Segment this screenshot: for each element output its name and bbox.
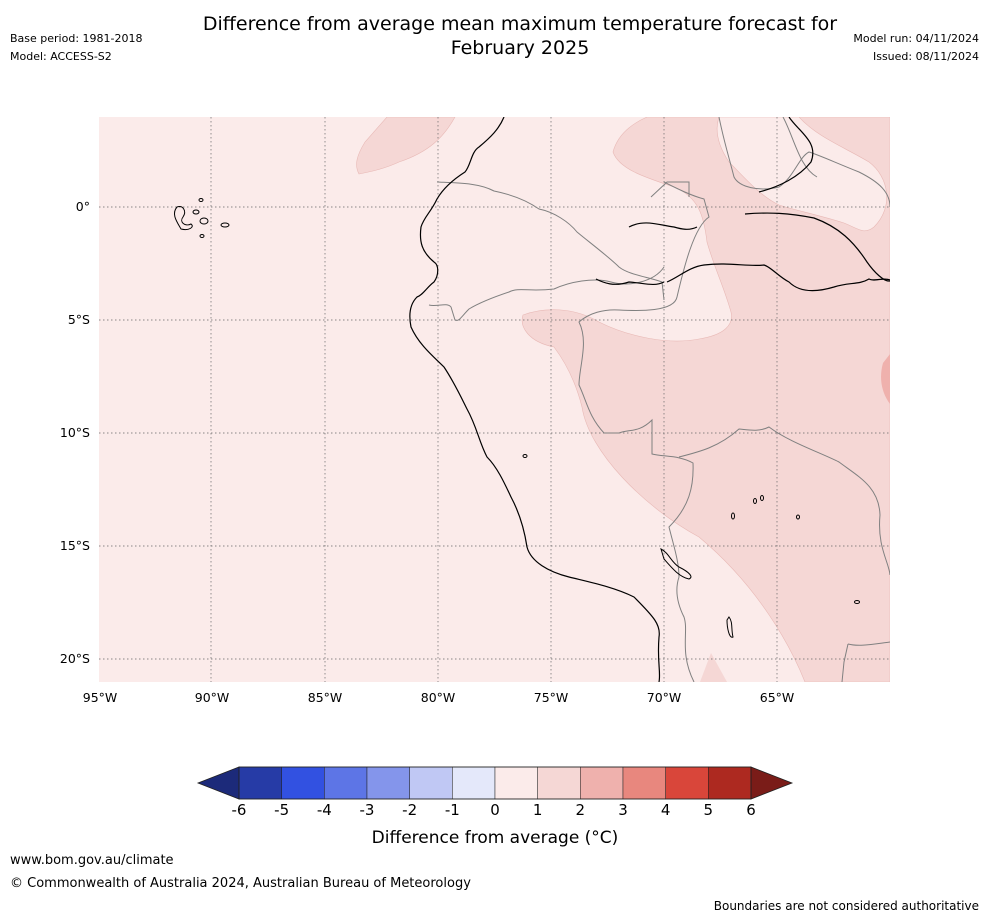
galapagos-islands: [174, 206, 193, 230]
issued-date: Issued: 08/11/2024: [872, 50, 979, 63]
colorbar-cell: [580, 766, 624, 800]
colorbar-tick-label: 3: [618, 801, 628, 819]
lon-label-65w: 65°W: [759, 690, 795, 705]
lon-label-95w: 95°W: [82, 690, 118, 705]
colorbar-tick-label: 5: [703, 801, 714, 819]
colorbar-high-extend: [750, 766, 794, 800]
colorbar-outline: [238, 766, 752, 800]
title-line-1: Difference from average mean maximum tem…: [202, 13, 838, 35]
anomaly-zone-2-3-east-edge: [881, 354, 890, 404]
anomaly-zone-1-2-north-ocean: [356, 117, 456, 175]
lon-label-85w: 85°W: [307, 690, 343, 705]
colorbar-cell: [537, 766, 581, 800]
colorbar-cell: [622, 766, 666, 800]
colorbar: [196, 766, 794, 800]
colorbar-cell: [452, 766, 496, 800]
colorbar-cell: [366, 766, 410, 800]
colorbar-cell: [281, 766, 325, 800]
colorbar-tick-label: 2: [575, 801, 586, 819]
colorbar-tick-label: 1: [532, 801, 543, 819]
colorbar-tick-label: -2: [402, 801, 418, 819]
colorbar-cell: [665, 766, 709, 800]
footer-url[interactable]: www.bom.gov.au/climate: [10, 853, 174, 868]
national-borders: [428, 117, 890, 682]
colorbar-tick-label: -5: [274, 801, 290, 819]
meta-right: Model run: 04/11/2024 Issued: 08/11/2024: [853, 32, 979, 68]
colorbar-cell: [324, 766, 368, 800]
poopo-lake: [726, 616, 734, 638]
lon-label-75w: 75°W: [533, 690, 569, 705]
colorbar-cell: [494, 766, 538, 800]
lon-label-90w: 90°W: [194, 690, 230, 705]
map-title: Difference from average mean maximum tem…: [150, 12, 890, 60]
model-name: Model: ACCESS-S2: [10, 50, 112, 63]
colorbar-low-extend: [196, 766, 240, 800]
titicaca-lake: [660, 548, 692, 580]
anomaly-zone-south-sliver: [700, 653, 727, 682]
colorbar-cell: [708, 766, 752, 800]
coastline: [409, 117, 890, 682]
colorbar-label: Difference from average (°C): [371, 828, 619, 848]
colorbar-tick-label: 0: [490, 801, 500, 819]
islands: [174, 198, 860, 638]
colorbar-tick-label: -1: [444, 801, 460, 819]
colorbar-tick-label: 6: [746, 801, 756, 819]
lon-label-70w: 70°W: [646, 690, 682, 705]
colorbar-tick-label: -3: [359, 801, 375, 819]
forecast-map: [99, 117, 890, 682]
lat-label-0: 0°: [75, 199, 90, 214]
lat-label-20s: 20°S: [59, 651, 90, 666]
colorbar-tick-label: 4: [660, 801, 671, 819]
lat-label-10s: 10°S: [59, 425, 90, 440]
model-run: Model run: 04/11/2024: [853, 32, 979, 45]
footer-copyright: © Commonwealth of Australia 2024, Austra…: [10, 876, 471, 891]
colorbar-tick-label: -4: [316, 801, 332, 819]
footer-disclaimer: Boundaries are not considered authoritat…: [713, 899, 979, 913]
base-period: Base period: 1981-2018: [10, 32, 143, 45]
colorbar-cell: [409, 766, 453, 800]
colorbar-tick-label: -6: [231, 801, 247, 819]
lon-label-80w: 80°W: [420, 690, 456, 705]
lat-label-5s: 5°S: [67, 312, 90, 327]
meta-left: Base period: 1981-2018 Model: ACCESS-S2: [10, 32, 142, 68]
colorbar-cell: [238, 766, 282, 800]
lat-label-15s: 15°S: [59, 538, 90, 553]
title-line-2: February 2025: [450, 37, 590, 59]
